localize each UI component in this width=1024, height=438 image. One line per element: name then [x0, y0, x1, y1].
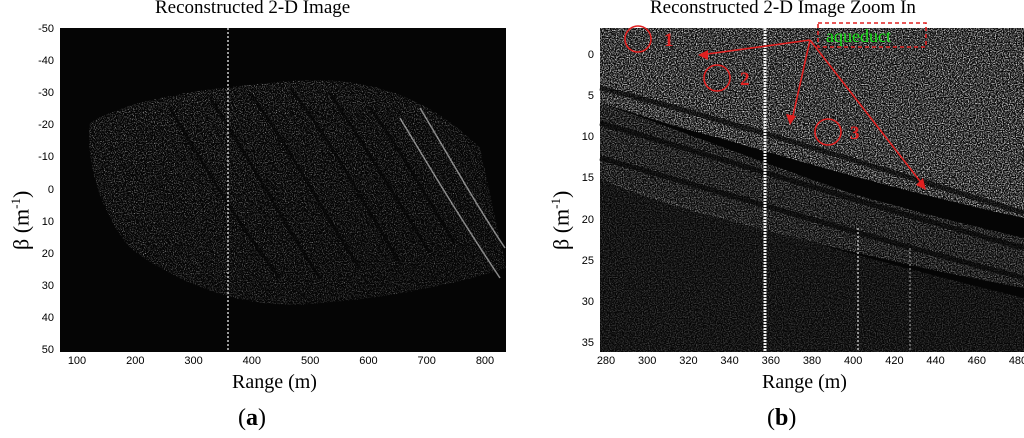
- panel-b-x-tick-0: 280: [596, 355, 616, 367]
- panel-a-y-tick-3: -20: [38, 119, 54, 132]
- marker-label-3: 3: [850, 123, 860, 144]
- arrow-3-head: [916, 178, 926, 190]
- panel-b-y-tick-5: 25: [581, 254, 594, 267]
- panel-a-y-tick-10: 50: [41, 344, 54, 356]
- arrow-3: [809, 39, 924, 186]
- panel-a-reflection-region: [89, 80, 506, 305]
- panel-a-image: [60, 28, 506, 352]
- panel-a-y-label-sup: -1: [8, 198, 23, 209]
- panel-b-y-label-sup: -1: [548, 198, 563, 209]
- panel-a-streaks: [168, 87, 457, 279]
- panel-a-x-tick-1: 200: [126, 355, 145, 367]
- panel-a-bright-rims: [399, 107, 506, 279]
- panel-b-x-tick-6: 400: [844, 355, 863, 367]
- panel-b-y-label: β (m-1): [548, 191, 574, 250]
- panel-b-y-tick-6: 30: [581, 295, 594, 308]
- arrow-2-head: [786, 114, 796, 125]
- panel-b-tag-letter: b: [775, 405, 789, 431]
- panel-a-tag-letter: a: [246, 405, 258, 431]
- panel-a-x-tick-6: 700: [417, 355, 436, 367]
- panel-a-y-tick-2: -30: [38, 87, 54, 100]
- marker-label-2: 2: [740, 69, 750, 90]
- marker-circle-3: [814, 118, 842, 146]
- marker-circle-2: [703, 64, 731, 92]
- aqueduct-label-box: [817, 22, 927, 48]
- panel-b-y-tick-0: 0: [587, 49, 594, 61]
- panel-a-x-label: Range (m): [232, 371, 317, 393]
- panel-a-y-tick-6: 10: [41, 215, 54, 228]
- panel-a-x-tick-4: 500: [300, 355, 320, 367]
- panel-b-x-tick-8: 440: [926, 355, 945, 367]
- panel-b-tag: (b): [767, 405, 796, 432]
- panel-a-y-tick-7: 20: [41, 247, 54, 260]
- panel-b-image: aqueduct 1 2 3: [599, 22, 1024, 352]
- panel-a-tag-open: (: [238, 405, 246, 431]
- panel-a-y-tick-4: -10: [38, 151, 54, 164]
- panel-a-y-tick-0: -50: [38, 23, 54, 35]
- marker-circle-1: [624, 25, 652, 53]
- panel-a-y-tick-8: 30: [41, 279, 54, 292]
- panel-b-x-label: Range (m): [762, 371, 847, 393]
- panel-a-title: Reconstructed 2-D Image: [155, 0, 351, 18]
- panel-b-title: Reconstructed 2-D Image Zoom In: [650, 0, 916, 18]
- panel-b-x-tick-2: 320: [679, 355, 698, 367]
- panel-b-annotations: [624, 22, 927, 190]
- panel-a-y-label-main: β (m: [8, 208, 34, 250]
- panel-a-x-tick-0: 100: [67, 355, 87, 367]
- panel-a-x-tick-2: 300: [184, 355, 203, 367]
- panel-b-y-tick-7: 35: [581, 337, 594, 349]
- panel-a-y-tick-9: 40: [41, 311, 54, 324]
- panel-b-y-tick-2: 10: [581, 131, 594, 144]
- panel-a-x-tick-5: 600: [359, 355, 378, 367]
- panel-a-y-label-end: ): [8, 190, 34, 199]
- marker-label-1: 1: [664, 30, 674, 51]
- arrow-2: [791, 39, 811, 121]
- panel-b-y-tick-3: 15: [581, 172, 594, 185]
- aqueduct-label: aqueduct: [826, 26, 891, 46]
- panel-a-y-tick-5: 0: [47, 183, 54, 196]
- panel-b-x-tick-3: 340: [720, 355, 739, 367]
- panel-b-tag-open: (: [767, 405, 775, 431]
- arrow-1-head: [698, 50, 708, 60]
- panel-a-y-label: β (m-1): [8, 191, 34, 250]
- panel-a-tag: (a): [238, 405, 266, 432]
- panel-b-y-label-end: ): [548, 190, 574, 199]
- panel-b-y-label-main: β (m: [548, 208, 574, 250]
- arrow-1: [699, 39, 811, 56]
- panel-b-x-tick-5: 380: [802, 355, 822, 367]
- panel-b-x-tick-10: 480: [1008, 355, 1024, 367]
- panel-a-y-tick-1: -40: [38, 55, 54, 68]
- panel-b-x-tick-9: 460: [967, 355, 986, 367]
- panel-b-y-tick-1: 5: [587, 90, 594, 103]
- panel-b-x-tick-1: 300: [638, 355, 657, 367]
- panel-b-tag-close: ): [788, 405, 797, 431]
- panel-b-y-tick-4: 20: [581, 213, 594, 226]
- panel-b-x-tick-4: 360: [761, 355, 780, 367]
- panel-a-x-tick-7: 800: [475, 355, 495, 367]
- panel-b-dark-bands: [599, 85, 1024, 281]
- panel-a-x-tick-3: 400: [242, 355, 262, 367]
- panel-b-x-tick-7: 420: [885, 355, 904, 367]
- panel-a-tag-close: ): [258, 405, 266, 431]
- panel-b-texture: [600, 28, 1024, 352]
